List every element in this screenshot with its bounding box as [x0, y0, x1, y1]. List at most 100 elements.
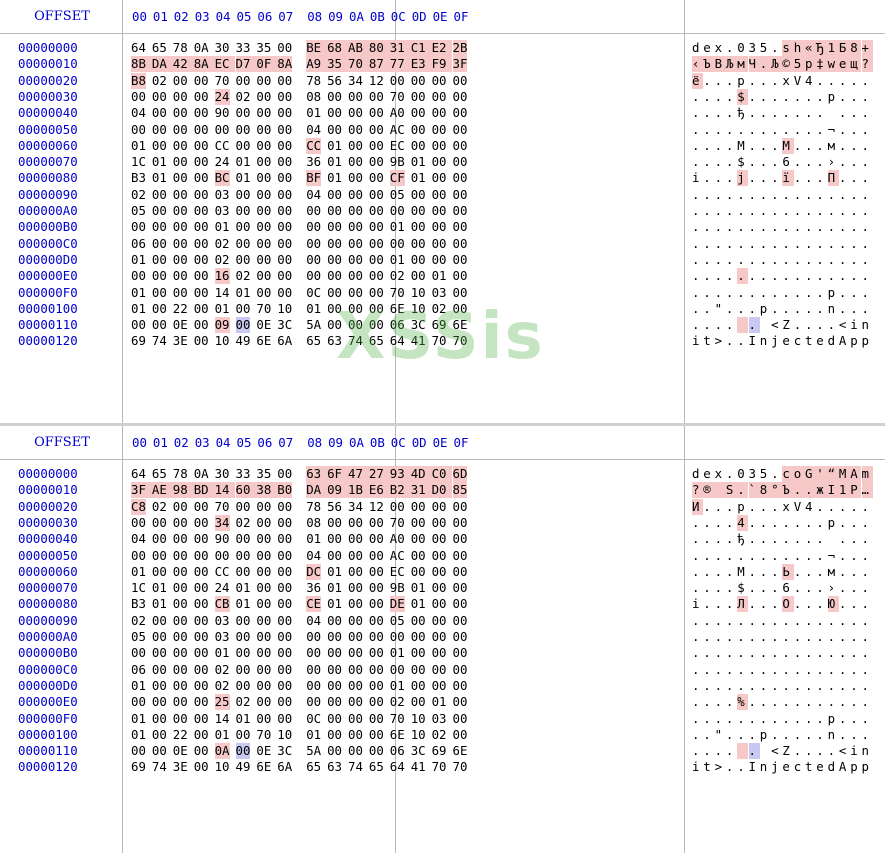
hex-row[interactable]: 000000E0 00 00 00 00 16 02 00 00 00 00 00 00 02 00 01 00… — [0, 268, 885, 285]
hex-byte[interactable]: 01 — [131, 710, 146, 726]
ascii-char[interactable]: . — [771, 677, 779, 693]
hex-byte[interactable]: 00 — [172, 137, 188, 153]
ascii-char[interactable]: . — [703, 186, 711, 202]
hex-byte[interactable]: 00 — [277, 694, 293, 710]
ascii-char[interactable]: p — [850, 759, 858, 775]
hex-byte[interactable]: 00 — [348, 531, 363, 547]
hex-byte[interactable]: 00 — [256, 580, 272, 596]
ascii-char[interactable]: 3 — [748, 40, 756, 55]
hex-byte[interactable]: 00 — [348, 743, 363, 759]
ascii-char[interactable]: d — [827, 333, 836, 349]
ascii-char[interactable]: . — [703, 203, 711, 218]
ascii-char[interactable]: . — [714, 317, 723, 333]
hex-byte[interactable]: 00 — [410, 612, 426, 628]
ascii-char[interactable]: е — [838, 56, 851, 73]
hex-byte[interactable]: 00 — [193, 203, 209, 218]
ascii-char[interactable]: . — [759, 284, 768, 300]
hex-byte[interactable]: 00 — [277, 235, 293, 251]
hex-byte[interactable]: 0A — [193, 466, 209, 481]
hex-byte[interactable]: 00 — [431, 596, 447, 612]
ascii-char[interactable]: . — [771, 186, 779, 202]
hex-byte[interactable]: E3 — [410, 56, 432, 73]
ascii-char[interactable]: . — [759, 710, 768, 726]
hex-byte[interactable]: 00 — [193, 333, 209, 349]
ascii-char[interactable]: " — [714, 726, 723, 742]
ascii-char[interactable]: . — [748, 563, 756, 579]
ascii-char[interactable]: t — [703, 333, 711, 349]
hex-byte[interactable]: 00 — [410, 235, 426, 251]
ascii-char[interactable]: . — [737, 645, 745, 661]
hex-byte[interactable]: 00 — [172, 531, 188, 547]
ascii-char[interactable]: . — [725, 726, 734, 742]
ascii-char[interactable]: . — [816, 580, 824, 596]
hex-byte[interactable]: 00 — [193, 72, 209, 88]
hex-byte[interactable]: 70 — [214, 72, 230, 88]
hex-byte[interactable]: 00 — [277, 677, 293, 693]
hex-row[interactable]: 00000110 00 00 0E 00 0A 00 0E 3C 5A 00 00 00 06 3C 69 6E… — [0, 743, 885, 760]
ascii-char[interactable]: . — [782, 300, 790, 316]
ascii-char[interactable]: . — [725, 596, 734, 612]
hex-byte[interactable]: 34 — [214, 514, 230, 531]
ascii-char[interactable]: . — [805, 203, 813, 218]
ascii-char[interactable]: . — [725, 661, 734, 677]
ascii-char[interactable]: . — [782, 88, 790, 104]
ascii-char[interactable]: . — [703, 300, 711, 316]
ascii-char[interactable]: . — [759, 547, 768, 563]
hex-byte[interactable]: 00 — [348, 726, 363, 742]
hex-byte[interactable]: B0 — [277, 482, 293, 499]
hex-byte[interactable]: 00 — [348, 677, 363, 693]
hex-byte[interactable]: 02 — [389, 268, 405, 284]
ascii-char[interactable]: . — [748, 710, 756, 726]
ascii-char[interactable]: . — [692, 743, 700, 759]
hex-byte[interactable]: 64 — [389, 333, 405, 349]
hex-byte[interactable]: 01 — [327, 580, 343, 596]
ascii-char[interactable]: < — [838, 743, 847, 759]
ascii-char[interactable] — [760, 743, 771, 759]
ascii-char[interactable]: . — [714, 612, 723, 628]
ascii-char[interactable]: ж — [816, 482, 828, 499]
hex-byte[interactable]: 00 — [452, 645, 468, 661]
ascii-char[interactable]: . — [816, 677, 824, 693]
hex-byte[interactable]: 00 — [193, 759, 209, 775]
ascii-char[interactable]: . — [703, 726, 711, 742]
ascii-char[interactable]: . — [692, 710, 700, 726]
ascii-char[interactable]: V — [793, 498, 802, 514]
hex-byte[interactable]: 00 — [235, 547, 251, 563]
ascii-char[interactable]: . — [782, 251, 790, 267]
hex-byte[interactable]: 00 — [172, 154, 188, 170]
hex-byte[interactable]: 00 — [277, 498, 293, 514]
hex-row[interactable]: 00000070 1C 01 00 00 24 01 00 00 36 01 00 00 9B 01 00 00… — [0, 154, 885, 170]
ascii-char[interactable]: . — [861, 235, 869, 251]
hex-byte[interactable]: 00 — [151, 661, 167, 677]
hex-byte[interactable]: 01 — [306, 531, 322, 547]
ascii-char[interactable]: p — [850, 333, 858, 349]
hex-byte[interactable]: 65 — [368, 759, 384, 775]
ascii-char[interactable]: A — [838, 759, 847, 775]
ascii-char[interactable]: . — [816, 300, 824, 316]
hex-byte[interactable]: 00 — [151, 88, 167, 104]
ascii-char[interactable]: . — [782, 661, 790, 677]
ascii-char[interactable]: . — [850, 498, 858, 514]
ascii-char[interactable]: Ь — [782, 563, 794, 580]
ascii-char[interactable]: . — [861, 105, 869, 121]
ascii-char[interactable]: . — [838, 661, 847, 677]
hex-byte[interactable]: 00 — [348, 284, 363, 300]
ascii-char[interactable]: 0 — [737, 40, 745, 55]
hex-byte[interactable]: 02 — [431, 726, 447, 742]
hex-byte[interactable]: 14 — [214, 284, 230, 300]
hex-byte[interactable]: 00 — [193, 629, 209, 644]
hex-byte[interactable]: 00 — [235, 677, 251, 693]
ascii-char[interactable]: . — [703, 514, 711, 530]
hex-byte[interactable]: 00 — [193, 170, 209, 186]
ascii-char[interactable]: . — [759, 580, 768, 596]
ascii-char[interactable]: . — [725, 268, 734, 284]
ascii-char[interactable]: . — [805, 694, 813, 710]
ascii-char[interactable]: 1 — [838, 482, 851, 499]
ascii-char[interactable]: . — [703, 547, 711, 563]
ascii-char[interactable]: . — [816, 235, 824, 251]
hex-byte[interactable]: BE — [306, 40, 327, 56]
hex-byte[interactable]: E6 — [368, 482, 390, 499]
hex-byte[interactable]: D7 — [235, 56, 257, 73]
ascii-char[interactable]: . — [737, 251, 745, 267]
ascii-char[interactable]: . — [838, 726, 847, 742]
